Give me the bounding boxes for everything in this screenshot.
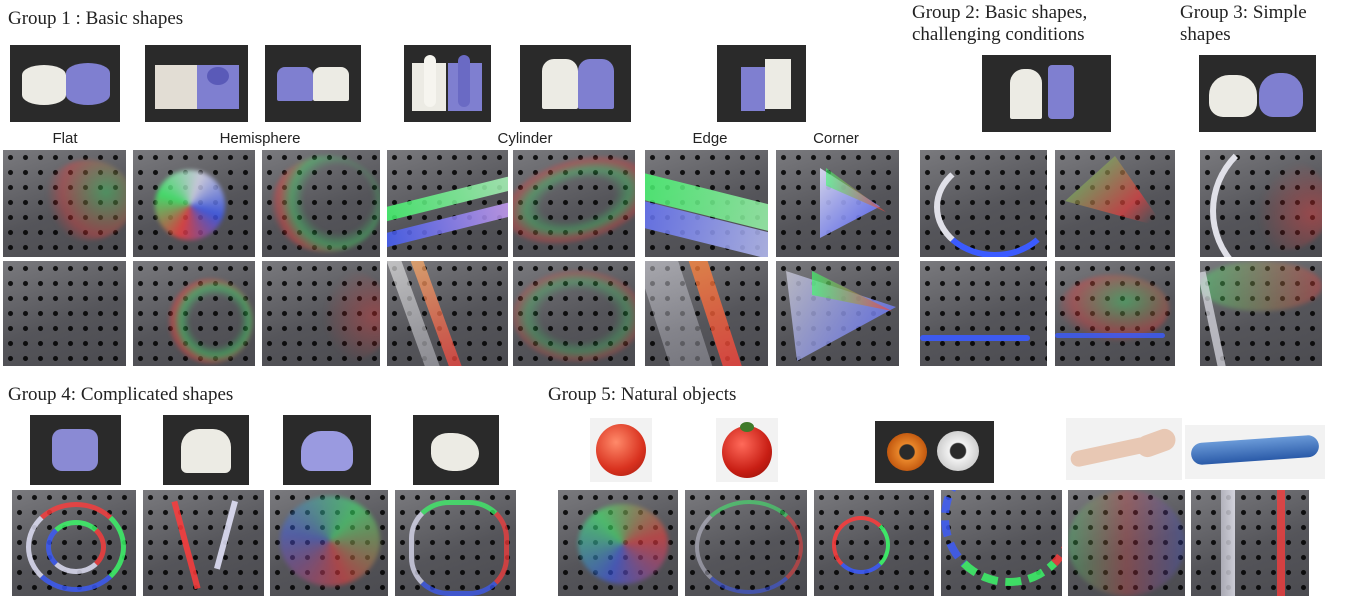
tactile-flat-1 (3, 150, 126, 257)
tactile-group3-2 (1200, 261, 1322, 366)
tactile-group5-2 (685, 490, 807, 596)
tactile-group2-2 (1055, 150, 1175, 257)
photo-group4-object-3 (283, 415, 371, 485)
tactile-group4-2 (143, 490, 264, 596)
photo-cylinder-objects-1 (404, 45, 491, 122)
group2-title-line1: Group 2: Basic shapes, (912, 2, 1088, 23)
tactile-group4-4 (395, 490, 516, 596)
tactile-group5-5 (1068, 490, 1185, 596)
group4-title: Group 4: Complicated shapes (8, 384, 234, 405)
column-label-hemisphere: Hemisphere (219, 130, 301, 147)
photo-hand (1066, 418, 1182, 480)
photo-hemisphere-objects-2 (265, 45, 361, 122)
tactile-cylinder-3 (387, 261, 508, 366)
group2-title-line2: challenging conditions (912, 24, 1085, 45)
tactile-cylinder-1 (387, 150, 508, 257)
tactile-group2-3 (920, 261, 1047, 366)
tactile-edge-1 (645, 150, 768, 257)
photo-tomato-1 (590, 418, 652, 482)
photo-tomato-2 (716, 418, 778, 482)
tactile-group5-6 (1191, 490, 1309, 596)
tactile-group4-3 (270, 490, 388, 596)
tactile-flat-2 (3, 261, 126, 366)
photo-group2-objects (982, 55, 1111, 132)
tactile-group5-3 (814, 490, 934, 596)
column-label-flat: Flat (52, 130, 78, 147)
photo-cylinder-objects-2 (520, 45, 631, 122)
tactile-group2-4 (1055, 261, 1175, 366)
tactile-hemisphere-3 (133, 261, 255, 366)
group1-title: Group 1 : Basic shapes (8, 8, 184, 29)
photo-edge-corner-objects (717, 45, 806, 122)
column-label-edge: Edge (692, 130, 728, 147)
photo-candy-rings (875, 421, 994, 483)
photo-hemisphere-objects-1 (145, 45, 248, 122)
group3-title-line1: Group 3: Simple (1180, 2, 1307, 23)
column-label-corner: Corner (813, 130, 859, 147)
tactile-hemisphere-4 (262, 261, 380, 366)
tactile-corner-1 (776, 150, 899, 257)
tactile-hemisphere-1 (133, 150, 255, 257)
tactile-group2-1 (920, 150, 1047, 257)
tactile-cylinder-2 (513, 150, 635, 257)
tactile-corner-2 (776, 261, 899, 366)
group3-title-line2: shapes (1180, 24, 1231, 45)
group5-title: Group 5: Natural objects (548, 384, 737, 405)
photo-group4-object-1 (30, 415, 121, 485)
tactile-group4-1 (12, 490, 136, 596)
tactile-group5-1 (558, 490, 678, 596)
photo-flat-objects (10, 45, 120, 122)
tactile-edge-2 (645, 261, 768, 366)
tactile-group3-1 (1200, 150, 1322, 257)
photo-blue-tube (1185, 425, 1325, 479)
tactile-group5-4 (941, 490, 1062, 596)
tactile-hemisphere-2 (262, 150, 380, 257)
column-label-cylinder: Cylinder (497, 130, 553, 147)
photo-group4-object-2 (163, 415, 249, 485)
photo-group4-object-4 (413, 415, 499, 485)
tactile-cylinder-4 (513, 261, 635, 366)
photo-group3-objects (1199, 55, 1316, 132)
